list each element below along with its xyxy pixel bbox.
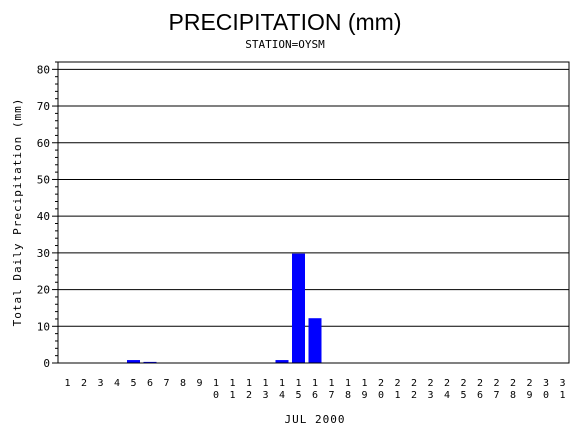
bar-day-15 <box>292 253 305 363</box>
y-tick-label: 50 <box>37 173 50 186</box>
y-axis: 0 10 20 30 40 50 60 70 80 <box>37 61 58 370</box>
chart-title: PRECIPITATION (mm) <box>169 9 402 35</box>
x-tick-label: 6 <box>147 378 153 389</box>
x-tick-label: 1 <box>64 378 70 389</box>
x-tick-label: 2 <box>81 378 87 389</box>
gridlines <box>58 68 569 364</box>
x-tick-label: 3 <box>97 378 103 389</box>
y-tick-label: 60 <box>37 137 50 150</box>
x-tick-label: 8 <box>180 378 186 389</box>
x-tick-label: 7 <box>163 378 169 389</box>
chart-subtitle: STATION=OYSM <box>245 38 325 51</box>
bar-day-14 <box>275 360 289 363</box>
y-tick-label: 80 <box>37 63 50 76</box>
y-tick-label: 20 <box>37 284 50 297</box>
y-tick-label: 0 <box>43 357 50 370</box>
x-axis: 1 2 3 4 5 6 7 8 9 1 01 11 21 31 41 51 61 71 81 92 02 12 22 32 42… <box>64 378 565 401</box>
bar-day-6 <box>143 361 157 363</box>
bar-day-5 <box>127 360 140 363</box>
x-tick-label: 9 <box>196 378 202 389</box>
bars <box>127 253 322 363</box>
y-axis-label: Total Daily Precipitation (mm) <box>11 98 24 327</box>
y-tick-label: 10 <box>37 320 50 333</box>
x-tick-label: 5 <box>130 378 136 389</box>
y-tick-label: 70 <box>37 100 50 113</box>
y-tick-label: 40 <box>37 210 50 223</box>
bar-day-16 <box>308 318 322 363</box>
plot-frame <box>57 61 570 364</box>
x-axis-label: JUL 2000 <box>285 413 346 426</box>
x-tick-label: 4 <box>114 378 120 389</box>
y-tick-label: 30 <box>37 247 50 260</box>
